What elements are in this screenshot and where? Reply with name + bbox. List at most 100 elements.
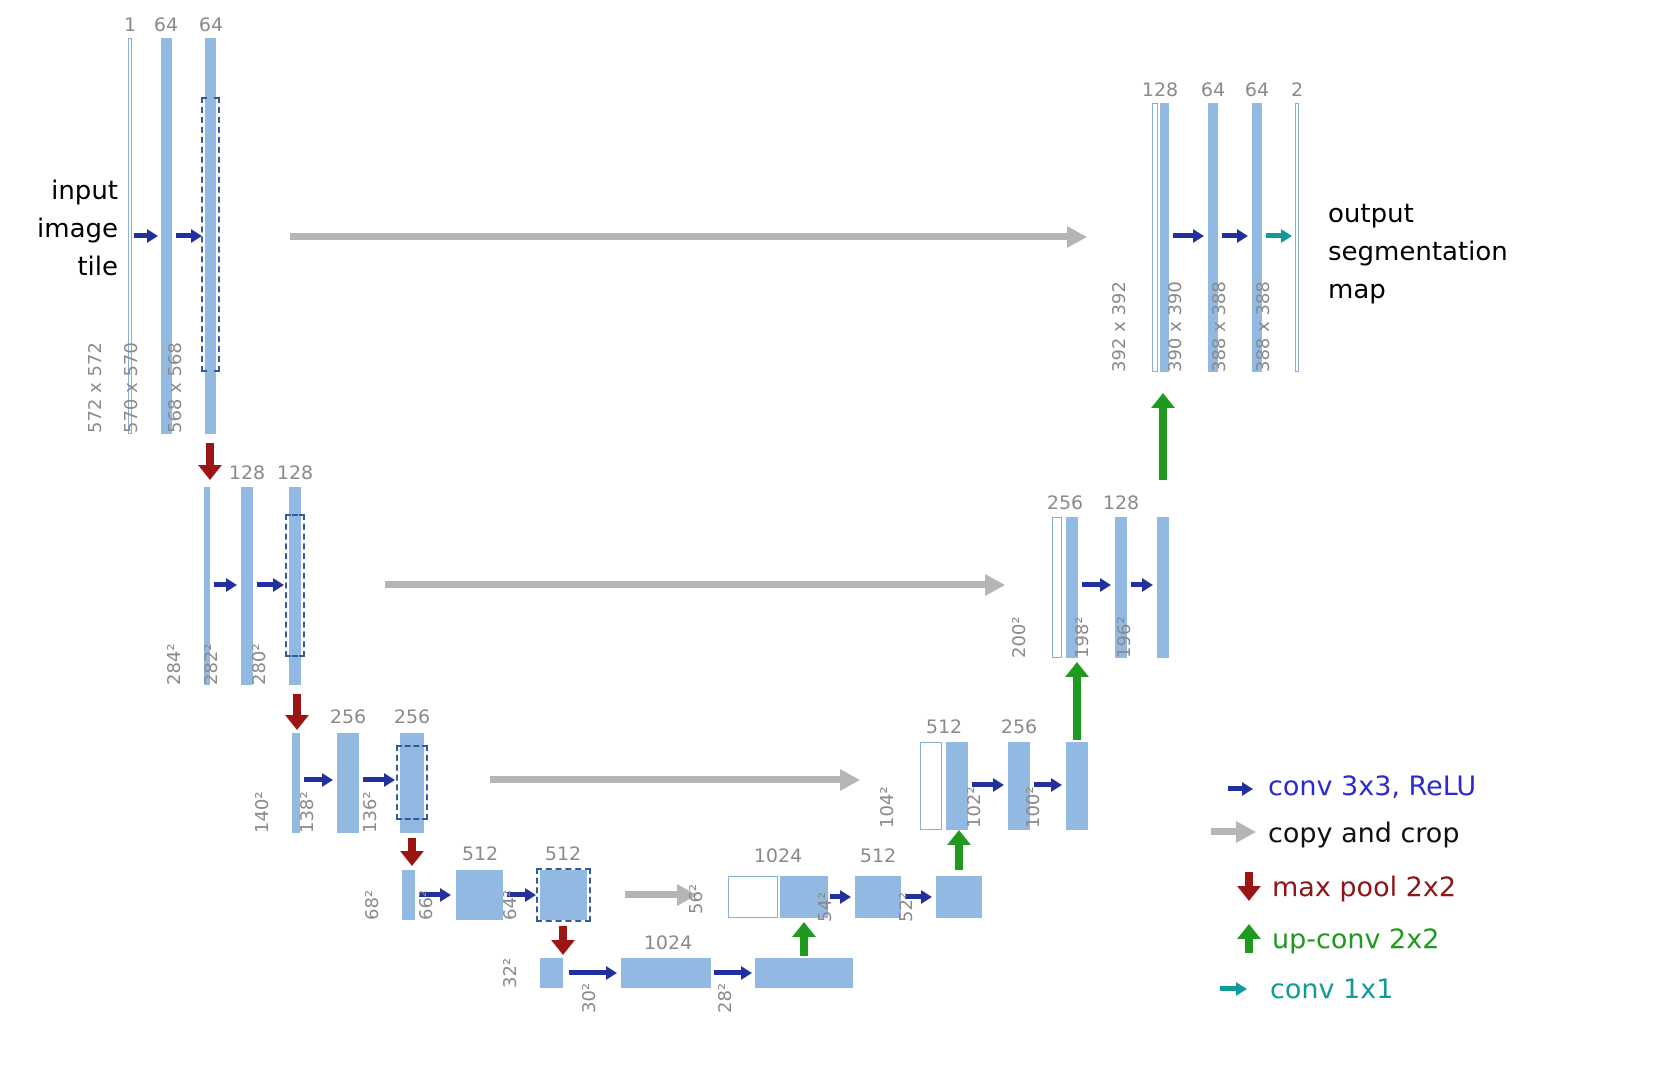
dim-label: 388 x 388 [1209,281,1230,372]
legend-conv3x3-label: conv 3x3, ReLU [1268,771,1477,802]
conv-arrow-icon [363,777,384,782]
max-pool-arrow-icon [1245,872,1253,886]
dim-label: 284² [164,643,185,685]
max-pool-arrow-icon [206,443,214,465]
dim-label: 104² [877,786,898,828]
feature-map-bar [1066,742,1088,830]
dim-label: 200² [1009,616,1030,658]
crop-region-overlay [396,745,428,820]
feature-map-bar [1008,742,1030,830]
dim-label: 30² [579,982,600,1013]
legend-conv1x1-label: conv 1x1 [1270,974,1394,1005]
channel-label: 64 [1244,79,1270,101]
feature-map-bar [1115,517,1127,658]
dim-label: 138² [297,791,318,833]
output-label-line: segmentation [1328,237,1508,267]
channel-label: 128 [228,462,266,484]
crop-region-overlay [536,868,591,922]
dim-label: 572 x 572 [85,342,106,433]
dim-label: 388 x 388 [1253,281,1274,372]
feature-map-bar [204,487,210,685]
channel-label: 1 [123,14,137,36]
feature-map-bar [161,38,172,434]
channel-label: 128 [1102,492,1140,514]
output-label: output segmentation map [1328,195,1558,309]
up-conv-arrow-icon [955,845,963,870]
conv-arrow-icon [830,894,840,899]
dim-label: 64² [500,889,521,920]
feature-map-bar [1157,517,1169,658]
feature-map-bar [540,870,587,920]
conv-arrow-icon [1228,786,1242,791]
dim-label: 198² [1072,616,1093,658]
copied-feature-map-bar [1052,517,1062,658]
copy-crop-arrow-icon [1211,828,1236,835]
copy-crop-arrow-icon [290,233,1067,240]
channel-label: 1024 [753,845,803,867]
feature-map-bar [755,958,853,988]
channel-label: 2 [1290,79,1304,101]
conv1x1-arrow-icon [1266,233,1281,238]
feature-map-bar [540,958,563,988]
conv-arrow-icon [134,233,147,238]
conv-arrow-icon [257,582,273,587]
feature-map-bar [337,733,359,833]
conv1x1-arrow-icon [1220,986,1236,991]
input-label-line: image [37,214,118,244]
channel-label: 512 [925,716,963,738]
copy-crop-arrow-icon [385,581,985,588]
dim-label: 140² [252,791,273,833]
copied-feature-map-bar [728,876,778,918]
max-pool-arrow-icon [408,838,416,851]
dim-label: 100² [1023,786,1044,828]
output-label-line: map [1328,275,1386,305]
channel-label: 128 [276,462,314,484]
channel-label: 64 [1200,79,1226,101]
dim-label: 32² [500,957,521,988]
channel-label: 256 [1000,716,1038,738]
dim-label: 280² [249,643,270,685]
up-conv-arrow-icon [1159,408,1167,480]
input-label-line: input [51,176,118,206]
dim-label: 68² [362,889,383,920]
feature-map-bar [292,733,300,833]
output-map-bar [1295,103,1299,372]
output-label-line: output [1328,199,1414,229]
channel-label: 256 [393,706,431,728]
feature-map-bar [205,38,216,434]
conv-arrow-icon [1173,233,1193,238]
feature-map-bar [936,876,982,918]
channel-label: 128 [1141,79,1179,101]
conv-arrow-icon [1082,582,1100,587]
feature-map-bar [289,487,301,685]
dim-label: 392 x 392 [1109,281,1130,372]
dim-label: 54² [815,891,836,922]
channel-label: 1024 [643,932,693,954]
feature-map-bar [855,876,901,918]
conv-arrow-icon [569,970,606,975]
dim-label: 282² [201,643,222,685]
conv-arrow-icon [972,782,993,787]
feature-map-bar [241,487,253,685]
up-conv-arrow-icon [1245,939,1253,953]
conv-arrow-icon [214,582,226,587]
channel-label: 512 [544,843,582,865]
crop-region-overlay [285,514,305,657]
feature-map-bar [400,733,424,833]
copy-crop-arrow-icon [625,891,677,898]
feature-map-bar [402,870,415,920]
dim-label: 196² [1114,616,1135,658]
conv-arrow-icon [714,970,741,975]
feature-map-bar [780,876,828,918]
dim-label: 136² [360,791,381,833]
dim-label: 52² [896,891,917,922]
copied-feature-map-bar [1152,103,1158,372]
conv-arrow-icon [1034,782,1051,787]
feature-map-bar [1066,517,1078,658]
feature-map-bar [128,38,132,434]
channel-label: 64 [198,14,224,36]
conv-arrow-icon [304,777,322,782]
dim-label: 568 x 568 [165,342,186,433]
conv-arrow-icon [905,894,921,899]
